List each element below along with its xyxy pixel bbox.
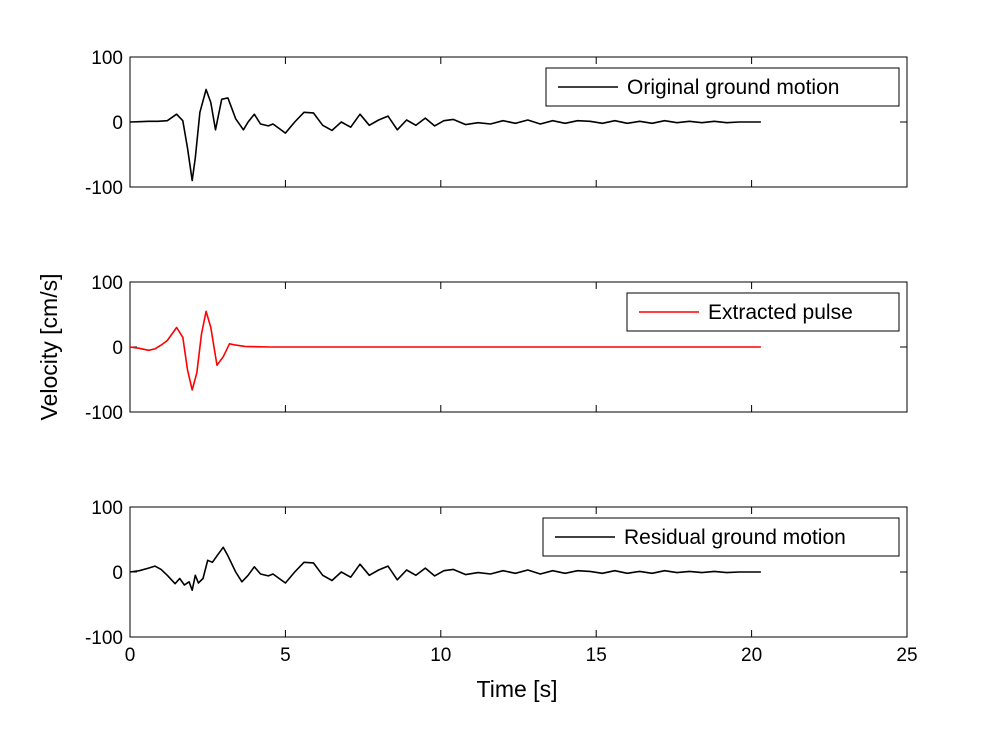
x-tick-label: 5 [280, 645, 291, 666]
x-tick-label: 25 [896, 645, 917, 666]
y-tick-label: 100 [91, 48, 123, 69]
y-tick-label: 0 [112, 563, 123, 584]
legend: Original ground motion [545, 67, 900, 107]
series-line [129, 88, 761, 182]
panel-2: -100 0 100 Extracted pulse [85, 273, 908, 424]
legend: Extracted pulse [626, 292, 900, 332]
panel-1: -100 0 100 Original ground motion [85, 48, 908, 199]
y-tick-label: -100 [85, 403, 123, 424]
legend-label: Extracted pulse [708, 301, 853, 324]
x-tick-label: 0 [125, 645, 136, 666]
y-tick-label: -100 [85, 178, 123, 199]
x-tick-label: 20 [741, 645, 762, 666]
x-axis-title: Time [s] [477, 676, 558, 702]
y-axis-title: Velocity [cm/s] [36, 274, 62, 421]
y-tick-label: 0 [112, 113, 123, 134]
y-tick-label: 100 [91, 498, 123, 519]
y-tick-label: -100 [85, 628, 123, 649]
series-line [129, 310, 761, 391]
legend-label: Original ground motion [627, 76, 839, 99]
y-tick-label: 0 [112, 338, 123, 359]
x-tick-label: 15 [586, 645, 607, 666]
y-tick-label: 100 [91, 273, 123, 294]
x-tick-label: 10 [430, 645, 451, 666]
legend-label: Residual ground motion [624, 526, 846, 549]
legend: Residual ground motion [542, 517, 900, 557]
series-line [129, 546, 761, 591]
